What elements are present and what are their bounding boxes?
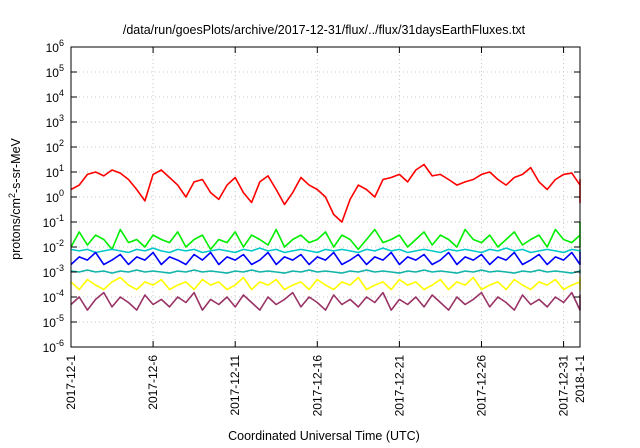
series-line: [70, 269, 581, 274]
y-tick-label: 100: [46, 188, 64, 205]
y-tick-label-exponent: 4: [59, 88, 64, 98]
x-tick-label: 2017-12-16: [310, 355, 324, 417]
y-axis-ticks: 10-610-510-410-310-210-11001011021031041…: [43, 38, 580, 355]
x-tick-label: 2017-12-6: [146, 355, 160, 410]
y-tick-label: 10-5: [43, 313, 64, 330]
y-tick-label-base: 10: [43, 266, 57, 280]
y-tick-label: 104: [46, 88, 64, 105]
series-line: [70, 163, 581, 223]
y-tick-label-exponent: 6: [59, 38, 64, 48]
y-tick-label-base: 10: [43, 341, 57, 355]
y-tick-label: 10-6: [43, 338, 64, 355]
series-line: [70, 276, 581, 291]
y-tick-label-base: 10: [43, 316, 57, 330]
y-tick-label-base: 10: [46, 166, 60, 180]
y-tick-label: 101: [46, 163, 64, 180]
y-tick-label-exponent: 0: [59, 188, 64, 198]
x-tick-label: 2017-12-21: [392, 355, 406, 417]
y-tick-label-exponent: -3: [56, 263, 64, 273]
y-axis-label-sup: 2: [7, 193, 17, 198]
x-tick-label: 2017-12-26: [474, 355, 488, 417]
y-tick-label-exponent: -4: [56, 288, 64, 298]
y-axis-label-rest: -s-sr-MeV: [9, 137, 23, 193]
y-tick-label: 10-3: [43, 263, 64, 280]
y-tick-label-base: 10: [43, 216, 57, 230]
x-tick-label: 2018-1-1: [573, 355, 587, 403]
series-line: [70, 247, 581, 254]
y-tick-label-base: 10: [46, 191, 60, 205]
y-tick-label-exponent: -5: [56, 313, 64, 323]
y-tick-label: 10-1: [43, 213, 64, 230]
y-tick-label-exponent: 5: [59, 63, 64, 73]
series-line: [70, 251, 581, 266]
y-tick-label-exponent: -2: [56, 238, 64, 248]
series-line: [70, 221, 581, 251]
x-tick-label: 2017-12-1: [64, 355, 78, 410]
y-tick-label-base: 10: [43, 291, 57, 305]
y-tick-label-base: 10: [43, 241, 57, 255]
y-tick-label: 10-2: [43, 238, 64, 255]
y-tick-label-base: 10: [46, 141, 60, 155]
y-axis-label-base: protons/cm: [9, 198, 23, 260]
y-tick-label-base: 10: [46, 41, 60, 55]
y-tick-label-exponent: 3: [59, 113, 64, 123]
y-tick-label-base: 10: [46, 66, 60, 80]
y-tick-label-base: 10: [46, 91, 60, 105]
gridlines: [71, 47, 580, 347]
y-tick-label-exponent: -6: [56, 338, 64, 348]
series-line: [70, 291, 581, 311]
y-tick-label-exponent: 2: [59, 138, 64, 148]
x-axis-ticks: 2017-12-1 2017-12-6 2017-12-11 2017-12-16 20…: [64, 47, 587, 416]
y-axis-label: protons/cm2-s-sr-MeV: [7, 137, 23, 259]
x-tick-label: 2017-12-31: [557, 355, 571, 417]
y-tick-label: 103: [46, 113, 64, 130]
x-axis-label: Coordinated Universal Time (UTC): [228, 429, 420, 443]
y-tick-label-exponent: -1: [56, 213, 64, 223]
y-tick-label-exponent: 1: [59, 163, 64, 173]
data-series: [70, 163, 581, 311]
x-tick-label: 2017-12-11: [228, 355, 242, 416]
y-tick-label: 106: [46, 38, 64, 55]
y-tick-label-base: 10: [46, 116, 60, 130]
y-tick-label: 102: [46, 138, 64, 155]
chart-title: /data/run/goesPlots/archive/2017-12-31/f…: [123, 23, 526, 37]
y-tick-label: 105: [46, 63, 64, 80]
y-tick-label: 10-4: [43, 288, 64, 305]
